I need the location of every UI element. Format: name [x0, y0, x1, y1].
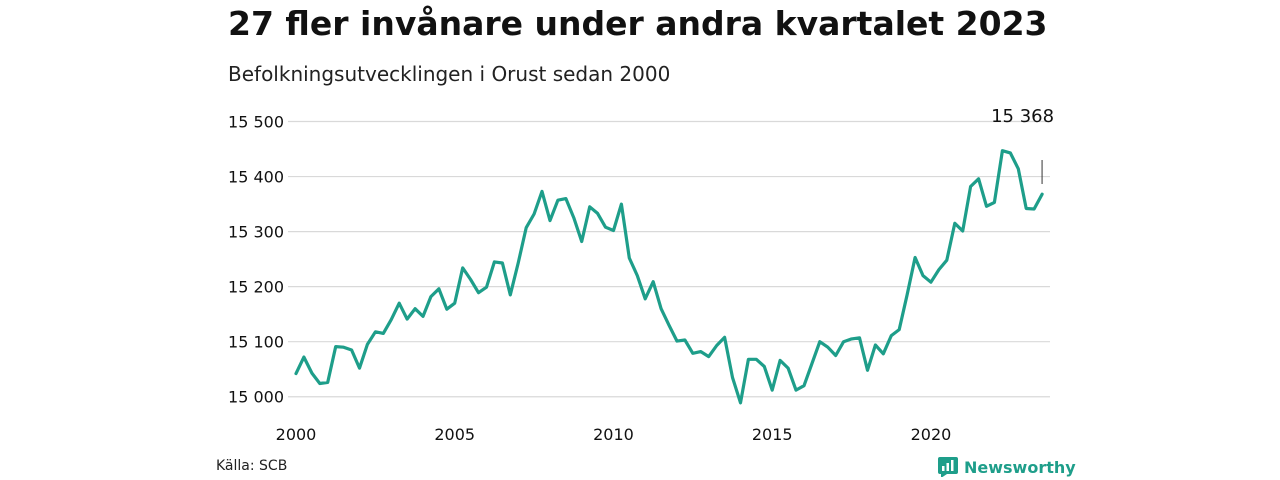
y-tick-label: 15 500 [228, 113, 284, 132]
newsworthy-logo[interactable]: Newsworthy [938, 457, 1076, 477]
brand-name: Newsworthy [964, 457, 1076, 477]
x-tick-label: 2005 [434, 425, 475, 444]
annotation-last-value: 15 368 [991, 106, 1054, 127]
y-tick-label: 15 200 [228, 278, 284, 297]
chart-title: 27 fler invånare under andra kvartalet 2… [228, 4, 1048, 43]
source-note: Källa: SCB [216, 458, 288, 474]
annotation: 15 368 [991, 106, 1054, 184]
x-axis-tick-labels: 2000 2005 2010 2015 2020 [276, 425, 952, 444]
y-axis-tick-labels: 15 000 15 100 15 200 15 300 15 400 15 500 [228, 113, 284, 407]
y-tick-label: 15 400 [228, 168, 284, 187]
y-tick-label: 15 000 [228, 388, 284, 407]
gridlines [288, 120, 1050, 398]
x-tick-label: 2000 [276, 425, 317, 444]
x-tick-label: 2020 [911, 425, 952, 444]
newsworthy-logo-icon [938, 457, 958, 477]
series-line-population [294, 149, 1044, 405]
y-tick-label: 15 300 [228, 223, 284, 242]
y-tick-label: 15 100 [228, 333, 284, 352]
x-tick-label: 2015 [752, 425, 793, 444]
x-tick-label: 2010 [593, 425, 634, 444]
chart-subtitle: Befolkningsutvecklingen i Orust sedan 20… [228, 62, 671, 86]
